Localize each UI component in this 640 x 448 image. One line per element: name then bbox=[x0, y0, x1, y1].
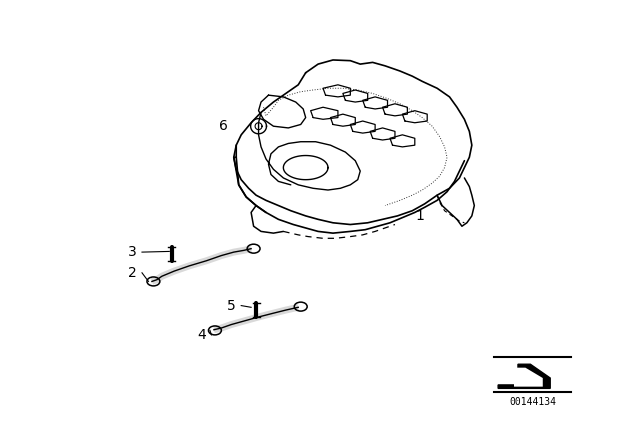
Text: 00144134: 00144134 bbox=[509, 397, 556, 407]
Text: 4: 4 bbox=[197, 328, 206, 342]
Text: 6: 6 bbox=[220, 119, 228, 133]
Polygon shape bbox=[498, 364, 550, 388]
Text: 2: 2 bbox=[128, 266, 136, 280]
Polygon shape bbox=[502, 368, 543, 387]
Text: 3: 3 bbox=[128, 245, 136, 259]
Text: 5: 5 bbox=[227, 298, 236, 313]
Text: 1: 1 bbox=[415, 209, 424, 223]
